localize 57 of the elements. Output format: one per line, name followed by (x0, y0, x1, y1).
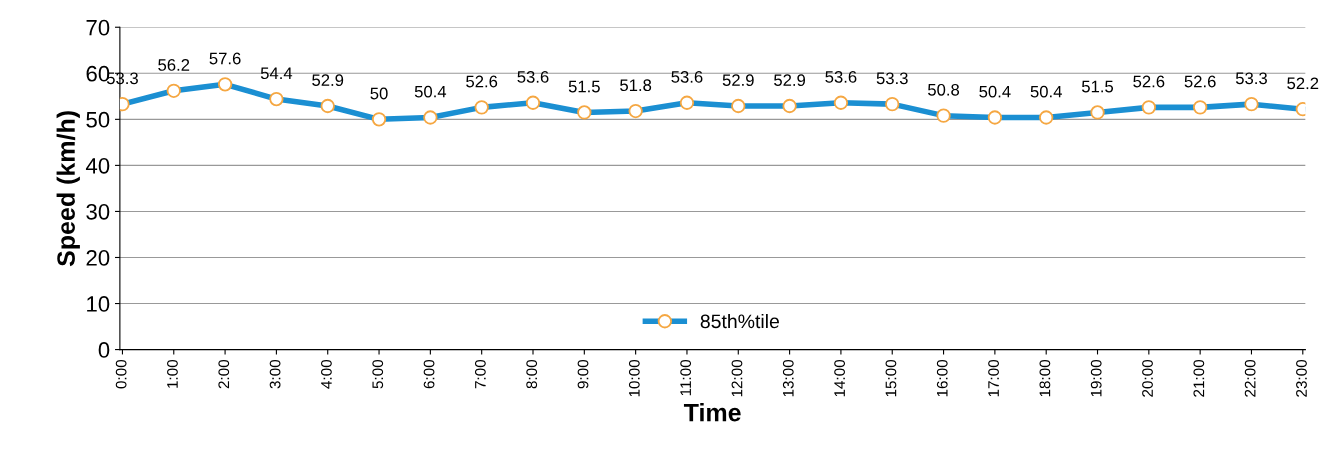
x-tick-label: 19:00 (1090, 359, 1102, 397)
data-label: 54.4 (260, 67, 293, 80)
data-label: 52.6 (1133, 75, 1165, 88)
data-label: 50.4 (1030, 85, 1062, 98)
x-tick-label: 4:00 (321, 359, 332, 389)
y-axis-title: Speed (km/h) (56, 111, 80, 267)
data-label: 51.5 (1081, 80, 1114, 93)
y-tick-label: 50 (86, 111, 110, 128)
y-tick-label: 20 (86, 250, 110, 266)
data-label: 52.6 (466, 75, 498, 88)
data-label: 53.6 (517, 71, 549, 83)
y-tick-label: 0 (98, 342, 110, 358)
x-tick-label: 8:00 (526, 359, 538, 389)
x-tick-label: 15:00 (885, 359, 897, 397)
y-tick-label: 30 (86, 203, 110, 220)
x-tick-label: 11:00 (680, 359, 692, 396)
x-tick-label: 1:00 (167, 359, 178, 388)
x-tick-label: 23:00 (1296, 359, 1307, 397)
x-tick-label: 7:00 (474, 359, 486, 389)
data-label: 52.9 (722, 74, 754, 87)
data-label: 57.6 (209, 52, 241, 65)
x-tick-label: 16:00 (936, 359, 948, 397)
x-tick-label: 14:00 (834, 359, 846, 397)
x-tick-label: 12:00 (731, 359, 743, 397)
data-label: 51.8 (620, 79, 652, 92)
data-label: 53.3 (1235, 72, 1267, 85)
legend-label: 85th%tile (700, 313, 779, 329)
data-label: 52.9 (312, 74, 344, 87)
data-label: 53.6 (671, 71, 703, 83)
y-tick-label: 40 (85, 157, 110, 174)
x-tick-label: 9:00 (577, 359, 589, 389)
data-label: 53.3 (876, 72, 908, 85)
x-tick-label: 13:00 (782, 359, 794, 397)
y-tick-label: 70 (86, 19, 110, 36)
x-tick-label: 17:00 (988, 359, 999, 397)
data-label: 50.4 (414, 85, 447, 98)
data-label: 52.2 (1287, 77, 1319, 90)
x-axis-title: Time (683, 403, 741, 422)
data-label: 56.2 (158, 59, 190, 71)
x-tick-label: 21:00 (1193, 359, 1205, 397)
x-tick-label: 20:00 (1142, 359, 1153, 397)
x-tick-label: 18:00 (1039, 359, 1051, 397)
x-tick-label: 5:00 (372, 359, 384, 389)
x-tick-label: 3:00 (269, 359, 281, 389)
x-tick-label: 0:00 (115, 359, 127, 389)
x-tick-label: 10:00 (628, 359, 640, 397)
data-label: 50 (370, 87, 388, 100)
data-label: 51.5 (568, 80, 600, 93)
data-label: 50.8 (928, 83, 960, 96)
x-tick-label: 6:00 (423, 359, 435, 389)
data-label: 50.4 (979, 85, 1011, 98)
data-label: 53.6 (825, 71, 857, 83)
data-label: 52.6 (1184, 75, 1216, 88)
x-tick-label: 22:00 (1244, 359, 1256, 397)
x-tick-label: 2:00 (218, 359, 230, 389)
data-label: 52.9 (774, 74, 806, 87)
y-tick-label: 10 (87, 296, 110, 312)
